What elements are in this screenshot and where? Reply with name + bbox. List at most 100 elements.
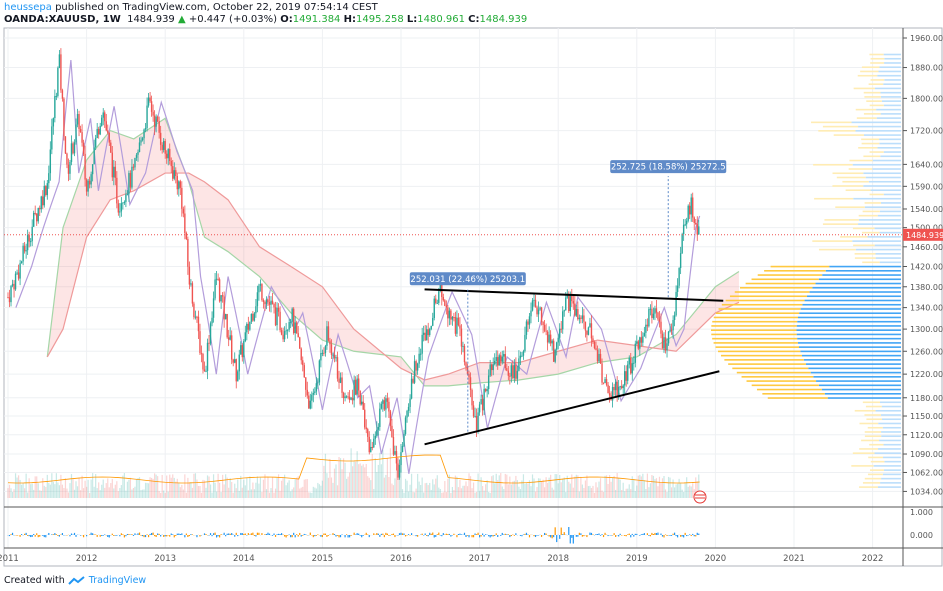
volume-bar xyxy=(509,476,511,498)
volume-bar xyxy=(144,482,147,498)
oscillator-bar xyxy=(495,533,497,535)
candle-body xyxy=(262,300,265,303)
volume-bar xyxy=(214,482,216,498)
candle-body xyxy=(669,329,671,332)
candle-body xyxy=(320,352,322,361)
volume-bar xyxy=(75,481,77,498)
oscillator-bar xyxy=(73,532,76,535)
oscillator-bar xyxy=(509,535,511,538)
volume-bar xyxy=(596,487,599,498)
volume-profile-up xyxy=(870,57,885,60)
oscillator-bar xyxy=(400,532,402,535)
oscillator-bar xyxy=(625,535,627,537)
volume-profile-down xyxy=(798,316,901,319)
oscillator-bar xyxy=(123,535,125,538)
oscillator-bar xyxy=(444,534,446,535)
oscillator-bar xyxy=(380,533,382,535)
candle-body xyxy=(566,294,568,298)
candle-body xyxy=(590,323,593,339)
oscillator-bar xyxy=(601,534,603,535)
volume-bar xyxy=(385,474,387,498)
candle-body xyxy=(404,417,407,434)
oscillator-bar xyxy=(581,535,583,537)
volume-profile-up xyxy=(729,295,807,298)
candle-body xyxy=(354,379,357,395)
volume-bar xyxy=(294,479,296,498)
volume-bar xyxy=(108,487,110,498)
volume-bar xyxy=(643,480,645,498)
candle-body xyxy=(336,357,339,379)
candle-body xyxy=(271,300,274,304)
volume-profile-down xyxy=(881,477,901,480)
volume-profile-up xyxy=(857,74,878,77)
volume-bar xyxy=(670,487,673,498)
oscillator-bar xyxy=(25,532,27,535)
candle-body xyxy=(268,302,271,305)
oscillator-bar xyxy=(219,535,221,538)
volume-bar xyxy=(633,479,635,498)
candle-body xyxy=(617,386,620,398)
candle-body xyxy=(515,365,517,379)
volume-profile-down xyxy=(874,452,901,454)
oscillator-bar xyxy=(692,533,694,535)
candle-body xyxy=(528,316,531,325)
volume-bar xyxy=(510,484,512,498)
volume-bar xyxy=(240,475,242,498)
oscillator-bar xyxy=(137,533,139,535)
oscillator-bar xyxy=(101,535,103,536)
candle-body xyxy=(377,426,380,430)
volume-profile-down xyxy=(883,443,901,446)
candle-body xyxy=(116,177,118,204)
volume-profile-down xyxy=(815,282,901,285)
oscillator-bar xyxy=(90,532,92,535)
oscillator-bar xyxy=(154,535,156,537)
volume-profile-down xyxy=(875,257,901,259)
candle-body xyxy=(527,321,529,325)
oscillator-bar xyxy=(507,534,509,535)
volume-bar xyxy=(90,479,92,498)
oscillator-bar xyxy=(695,535,697,537)
author-link[interactable]: heussepa xyxy=(4,2,52,13)
volume-bar xyxy=(557,483,559,498)
oscillator-bar xyxy=(43,535,45,538)
oscillator-bar xyxy=(324,533,327,535)
tradingview-link[interactable]: TradingView xyxy=(88,575,147,586)
volume-bar xyxy=(420,485,422,498)
volume-bar xyxy=(550,474,552,498)
oscillator-bar xyxy=(279,534,281,535)
high: 1495.258 xyxy=(355,14,404,25)
candle-body xyxy=(571,294,573,302)
volume-profile-down xyxy=(878,448,901,450)
candle-body xyxy=(19,263,21,279)
volume-bar xyxy=(306,479,308,498)
volume-profile-up xyxy=(862,231,880,234)
oscillator-bar xyxy=(30,535,32,538)
candle-body xyxy=(119,211,121,213)
candle-body xyxy=(412,378,414,383)
oscillator-bar xyxy=(445,533,447,535)
candle-body xyxy=(25,250,27,252)
oscillator-bar xyxy=(336,535,339,536)
oscillator-bar xyxy=(82,535,85,538)
volume-bar xyxy=(252,482,254,498)
oscillator-bar xyxy=(31,535,33,537)
oscillator-bar xyxy=(86,535,88,537)
volume-bar xyxy=(262,479,265,498)
candle-body xyxy=(518,358,520,371)
candle-body xyxy=(312,392,315,395)
oscillator-bar xyxy=(243,533,245,535)
volume-profile-down xyxy=(883,193,901,196)
volume-profile-up xyxy=(860,70,879,73)
oscillator-bar xyxy=(631,533,633,535)
candle-body xyxy=(421,334,423,354)
oscillator-bar xyxy=(315,535,317,536)
volume-bar xyxy=(542,479,544,498)
volume-bar xyxy=(418,481,420,498)
candle-body xyxy=(536,307,538,315)
candle-body xyxy=(463,345,466,363)
volume-bar xyxy=(660,482,662,498)
oscillator-bar xyxy=(150,532,153,535)
volume-profile-down xyxy=(852,240,901,242)
volume-bar xyxy=(202,479,204,498)
